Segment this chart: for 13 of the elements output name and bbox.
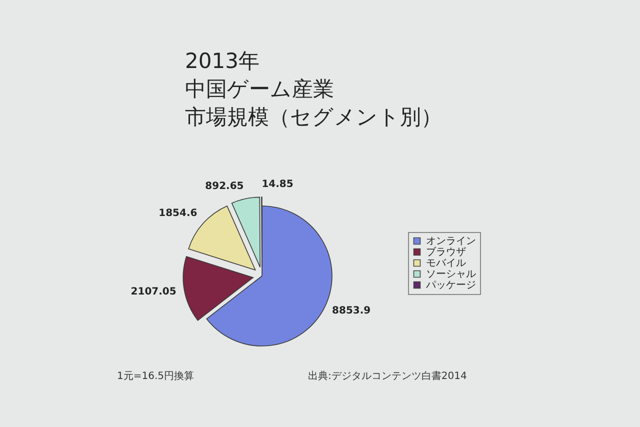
chart-title: 2013年中国ゲーム産業市場規模（セグメント別）: [185, 49, 442, 129]
data-label: 14.85: [262, 179, 294, 190]
data-label: 8853.9: [332, 305, 371, 316]
legend-label: オンライン: [426, 236, 476, 247]
legend-label: パッケージ: [425, 280, 476, 291]
data-label: 2107.05: [130, 286, 176, 298]
legend-label: モバイル: [426, 258, 466, 269]
text: 1元=16.5円換算: [117, 370, 194, 382]
legend-label: ブラウザ: [426, 246, 466, 258]
data-label: 892.65: [205, 180, 244, 192]
legend-label: ソーシャル: [426, 269, 476, 280]
data-label: 1854.6: [158, 208, 198, 219]
source-note: 出典:デジタルコンテンツ白書2014: [308, 370, 467, 382]
